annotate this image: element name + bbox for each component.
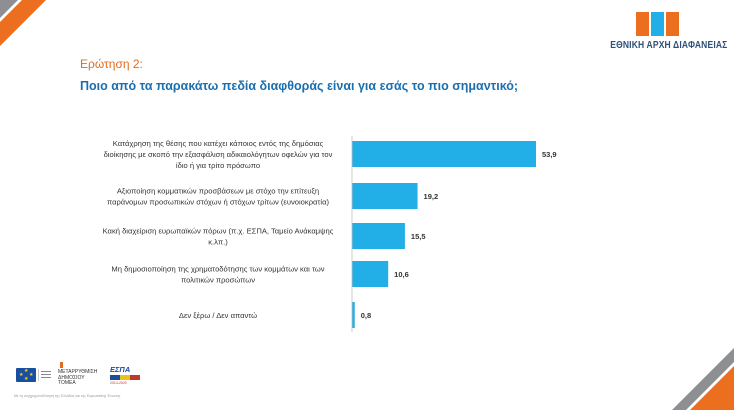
espa-years: 2014-2020 [110,381,127,385]
category-label-4: Μη δημοσιοποίηση της χρηματοδότησης των … [111,265,324,274]
category-label-1: διοίκησης με σκοπό την εξασφάλιση αδικαι… [104,150,333,159]
category-label-1: ίδιο ή για τρίτο πρόσωπο [176,161,260,170]
value-label-4: 10,6 [394,270,409,279]
eu-text-lines [38,369,53,381]
value-label-3: 15,5 [411,232,426,241]
category-label-3: Κακή διαχείριση ευρωπαϊκών πόρων (π.χ. Ε… [103,227,334,236]
eu-flag-icon: ★ ★ ★ ★ [16,368,36,382]
espa-logo: ΕΣΠΑ 2014-2020 [110,365,140,385]
value-label-1: 53,9 [542,150,557,159]
espa-bar [110,375,140,380]
category-label-2: παράνομων προσωπικών στόχων ή στόχων τρί… [107,198,330,207]
corner-stripes-bottom-right [672,348,734,410]
category-label-3: κ.λπ.) [208,238,228,247]
question-number: Ερώτηση 2: [80,57,143,71]
meta-mark-icon [60,362,63,368]
value-label-2: 19,2 [424,192,439,201]
meta-org-text: ΜΕΤΑΡΡΥΘΜΙΣΗ ΔΗΜΟΣΙΟΥ ΤΟΜΕΑ [58,369,98,386]
category-label-2: Αξιοποίηση κομματικών προσβάσεων με στόχ… [117,187,319,196]
espa-title: ΕΣΠΑ [110,365,131,374]
bar-5 [352,302,355,328]
bar-4 [352,261,389,287]
question-text: Ποιο από τα παρακάτω πεδία διαφθοράς είν… [80,79,519,93]
logo-text: ΕΘΝΙΚΗ ΑΡΧΗ ΔΙΑΦΑΝΕΙΑΣ [610,40,728,51]
bar-chart: 53,9 Κατάχρηση της θέσης που κατέχει κάπο… [103,136,557,332]
eaa-logo-mark-icon [602,12,712,36]
value-label-5: 0,8 [361,311,371,320]
corner-stripes-top-left [0,0,46,46]
bar-1 [352,141,536,167]
category-label-1: Κατάχρηση της θέσης που κατέχει κάποιος … [113,139,324,148]
category-label-4: πολιτικών προσώπων [181,276,255,285]
category-label-5: Δεν ξέρω / Δεν απαντώ [179,311,257,320]
bar-3 [352,223,405,249]
bar-2 [352,183,418,209]
eaa-logo: ΕΘΝΙΚΗ ΑΡΧΗ ΔΙΑΦΑΝΕΙΑΣ [602,12,728,51]
footer-note: Με τη συγχρηματοδότηση της Ελλάδας και τ… [14,394,121,398]
